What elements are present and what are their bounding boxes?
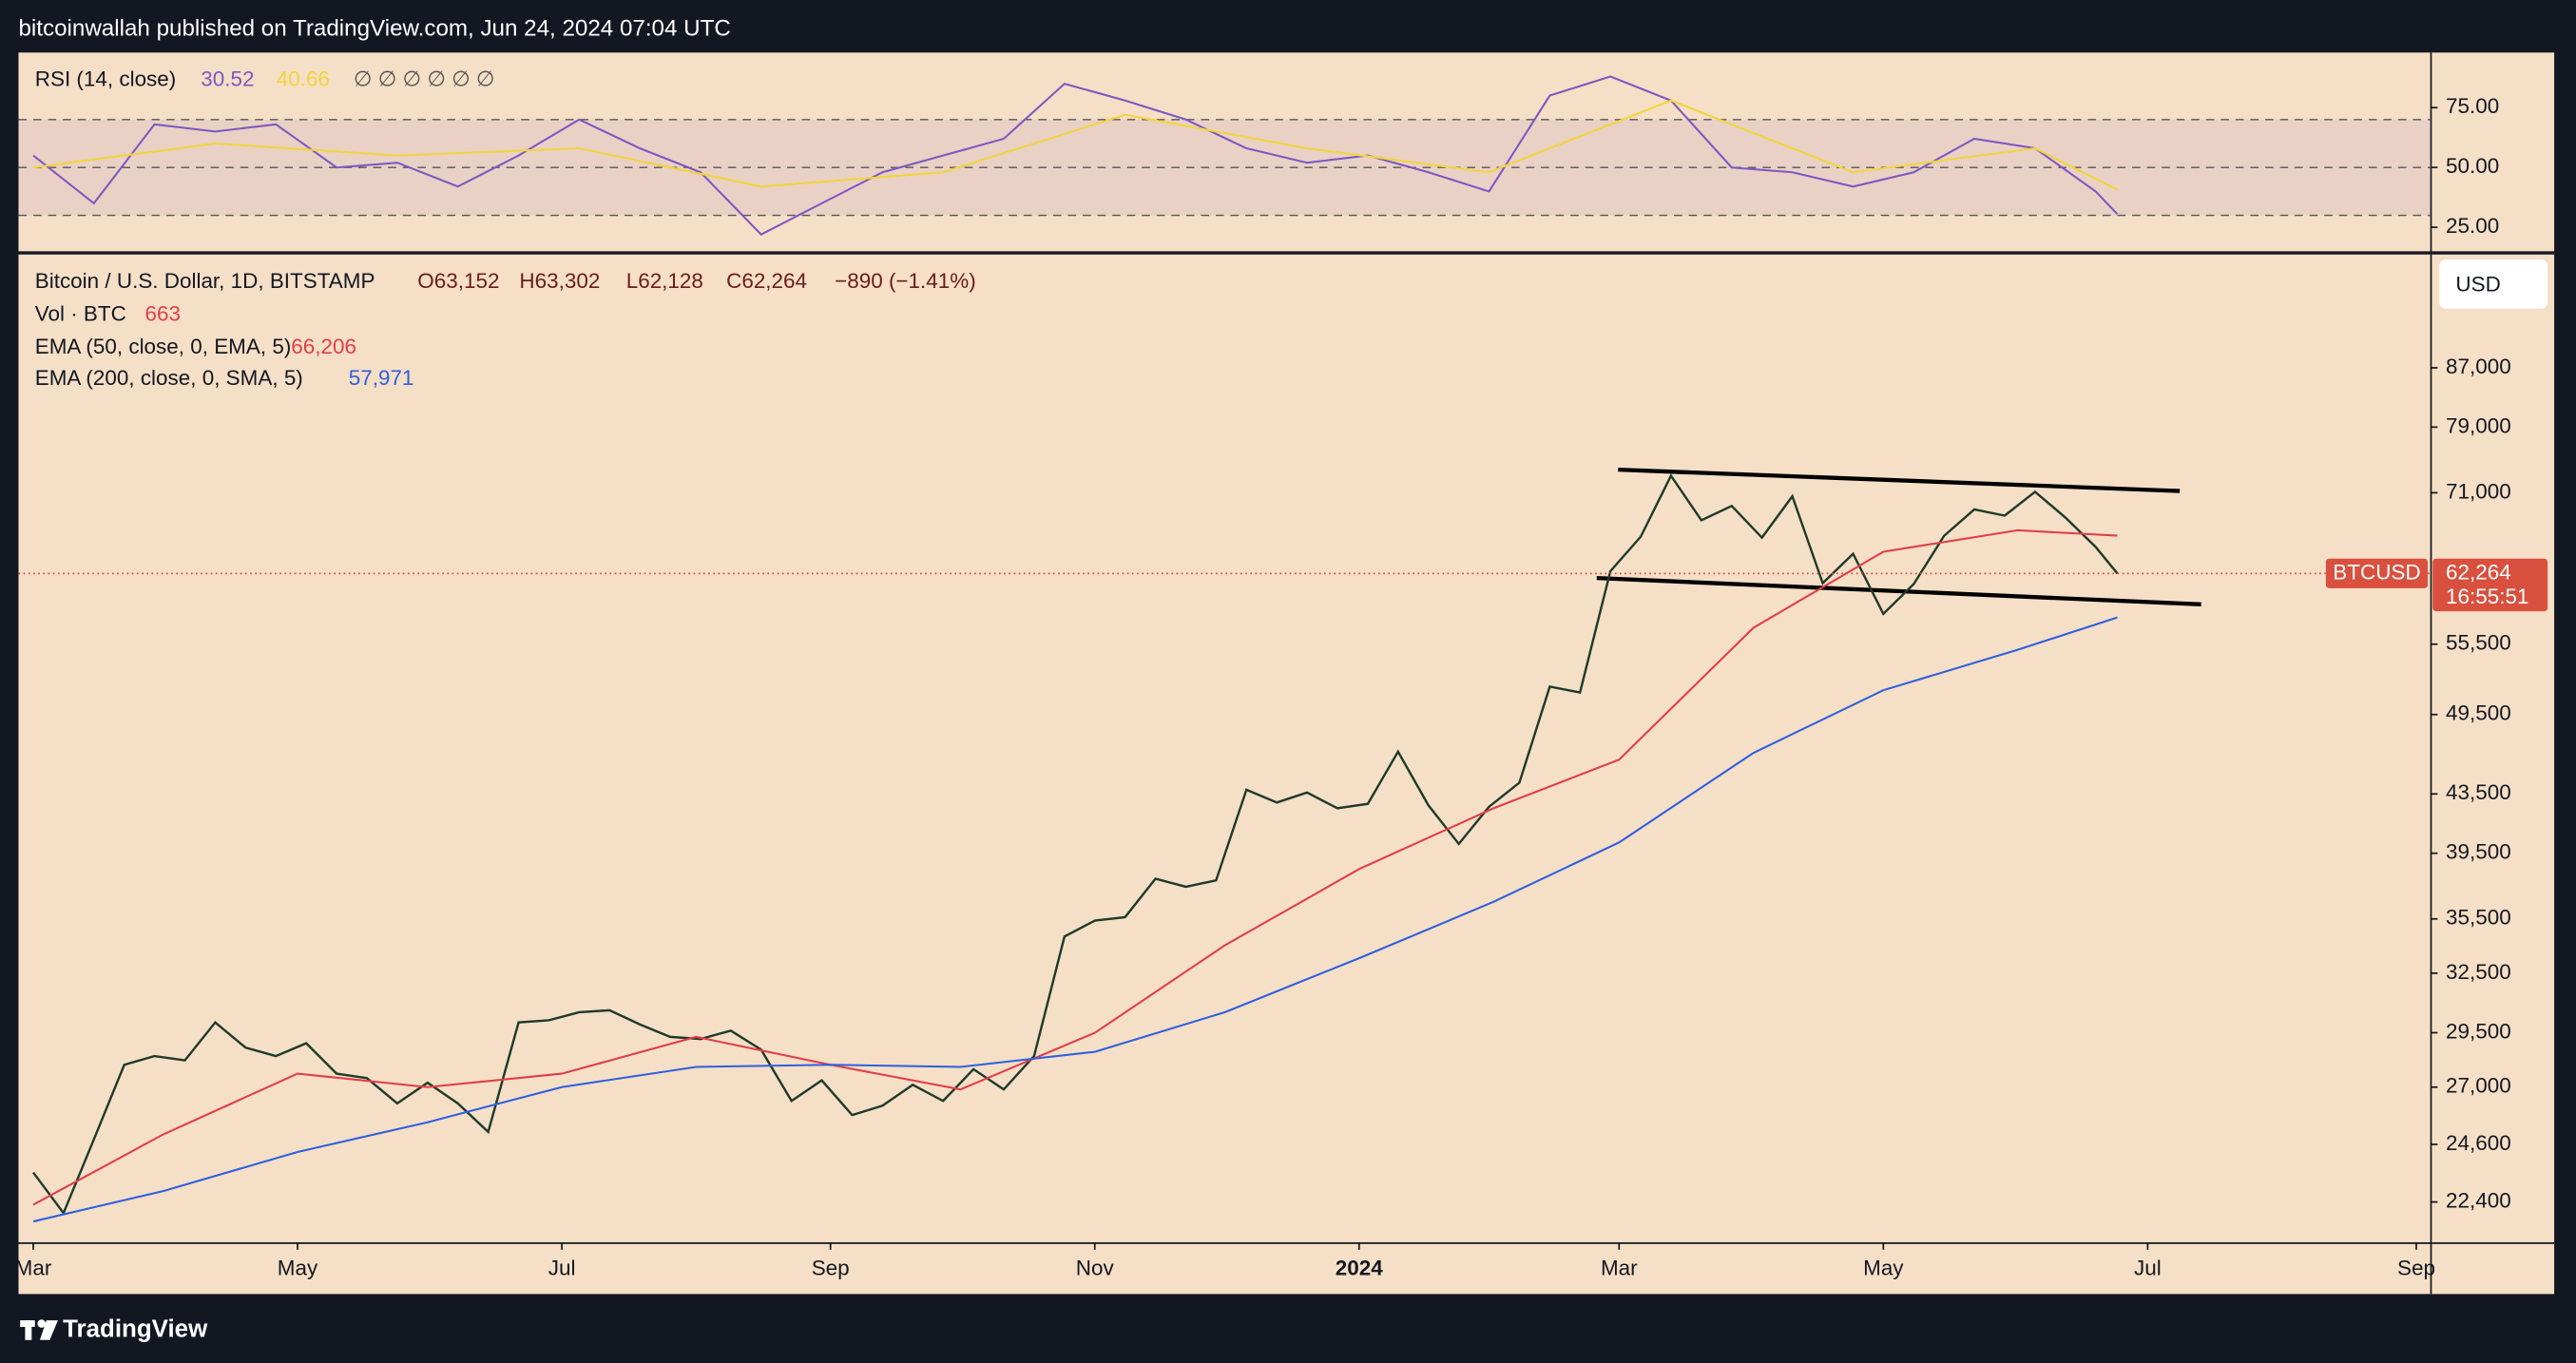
x-tick-label: Nov	[1076, 1256, 1115, 1279]
chart-background	[18, 52, 2555, 1295]
y-tick-label: 35,500	[2446, 906, 2511, 930]
ohlc-value: L62,128	[626, 269, 703, 293]
y-tick-label: 39,500	[2446, 840, 2511, 864]
symbol-label: BTCUSD	[2333, 560, 2420, 584]
y-tick-label: 49,500	[2446, 701, 2511, 725]
legend-name: EMA (50, close, 0, EMA, 5)	[35, 335, 292, 358]
y-tick-label: 50.00	[2446, 154, 2499, 178]
x-tick-label: May	[278, 1256, 318, 1279]
x-tick-label: Sep	[2397, 1256, 2435, 1279]
x-tick-label: Sep	[812, 1256, 850, 1279]
tradingview-logo	[20, 1319, 58, 1340]
y-tick-label: 24,600	[2446, 1131, 2511, 1155]
x-tick-label: May	[1863, 1256, 1904, 1279]
y-tick-label: 87,000	[2446, 355, 2511, 378]
channel-lower	[1596, 575, 2201, 606]
legend-value: 30.52	[201, 67, 254, 91]
y-tick-label: 27,000	[2446, 1074, 2511, 1098]
legend-value: 66,206	[291, 335, 356, 358]
currency-button[interactable]	[2439, 259, 2548, 309]
y-tick-label: 22,400	[2446, 1189, 2511, 1213]
y-tick-label: 29,500	[2446, 1019, 2511, 1043]
legend-value: 40.66	[277, 67, 330, 91]
series-line	[32, 473, 2119, 1216]
x-tick-label: Mar	[1601, 1256, 1638, 1279]
y-tick-label: 32,500	[2446, 960, 2511, 984]
legend-hidden: ∅ ∅ ∅ ∅ ∅ ∅	[354, 67, 495, 91]
countdown-label: 16:55:51	[2446, 585, 2528, 608]
y-tick-label: 43,500	[2446, 780, 2511, 804]
channel-upper	[1618, 467, 2181, 493]
currency-button-label[interactable]: USD	[2455, 273, 2500, 297]
y-tick-label: 71,000	[2446, 479, 2511, 503]
ohlc-value: −890 (−1.41%)	[835, 269, 976, 293]
header-title: bitcoinwallah published on TradingView.c…	[18, 15, 730, 41]
y-tick-label: 55,500	[2446, 631, 2511, 655]
legend-value: 663	[145, 302, 181, 326]
y-tick-label: 79,000	[2446, 413, 2511, 437]
x-tick-label: Jul	[2134, 1256, 2162, 1279]
symbol-tag	[2325, 558, 2429, 588]
footer-brand: TradingView	[63, 1315, 208, 1342]
ohlc-value: H63,302	[519, 269, 600, 293]
price-label: 62,264	[2446, 560, 2511, 584]
ohlc-value: O63,152	[417, 269, 499, 293]
series-line	[32, 616, 2118, 1223]
ohlc-value: C62,264	[726, 269, 807, 293]
legend-name: EMA (200, close, 0, SMA, 5)	[35, 366, 303, 390]
price-tag	[2432, 558, 2548, 612]
x-tick-label: Mar	[15, 1256, 52, 1279]
x-tick-label: 2024	[1336, 1256, 1383, 1279]
legend-value: 57,971	[349, 366, 414, 390]
legend-name: RSI (14, close)	[35, 67, 177, 91]
x-tick-label: Jul	[548, 1256, 576, 1279]
legend-name: Vol · BTC	[35, 302, 126, 326]
series-line	[32, 75, 2119, 236]
y-tick-label: 25.00	[2446, 214, 2499, 238]
y-tick-label: 75.00	[2446, 94, 2499, 118]
legend-title: Bitcoin / U.S. Dollar, 1D, BITSTAMP	[35, 269, 375, 293]
series-line	[32, 99, 2118, 191]
series-line	[32, 528, 2118, 1206]
